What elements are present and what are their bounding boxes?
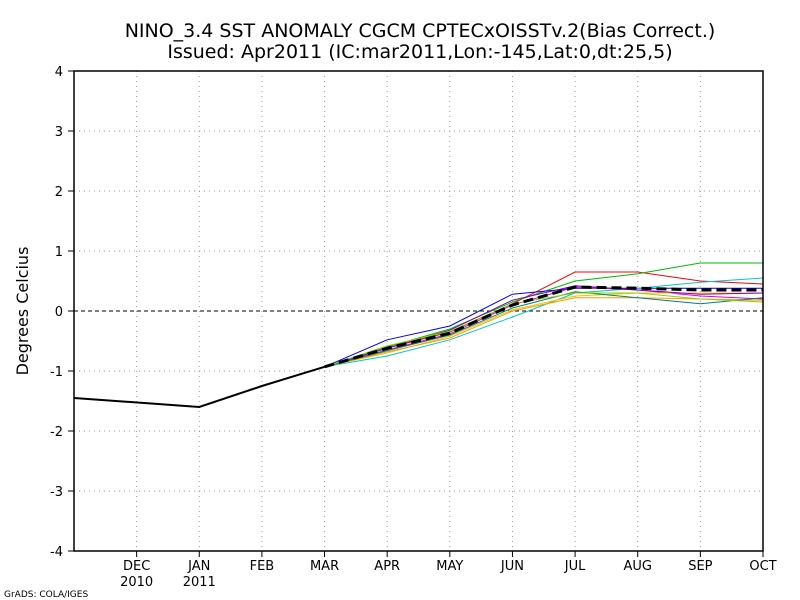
x-tick-label: JUL [564, 559, 586, 574]
x-tick-label: JUN [500, 559, 524, 574]
y-axis-ticks: -4 -3 -2 -1 0 1 2 3 4 [50, 65, 74, 560]
y-axis-label: Degrees Celcius [13, 247, 32, 376]
y-tick-label: -1 [50, 365, 63, 380]
series-line-member-lime [324, 292, 764, 368]
series-line-ensemble-mean [324, 285, 763, 369]
x-tick-label: APR [374, 559, 400, 574]
y-tick-label: 1 [55, 245, 63, 260]
y-tick-label: 2 [55, 185, 63, 200]
x-tick-label: SEP [688, 559, 712, 574]
y-tick-label: 3 [55, 125, 63, 140]
grads-credit: GrADS: COLA/IGES [4, 590, 88, 600]
x-tick-label: FEB [250, 559, 275, 574]
series-line-member-cyan [324, 277, 764, 368]
x-tick-label: OCT [749, 559, 776, 574]
y-tick-label: -3 [50, 485, 63, 500]
y-tick-label: 4 [55, 65, 63, 80]
y-tick-label: -2 [50, 425, 63, 440]
series-line-observed [73, 365, 325, 409]
x-tick-label: JAN [187, 559, 210, 574]
x-tick-label: MAY [436, 559, 463, 574]
y-tick-label: -4 [50, 545, 63, 560]
series-line-member-orange [324, 297, 764, 368]
series-group [73, 262, 764, 409]
x-tick-label: MAR [310, 559, 339, 574]
y-tick-label: 0 [55, 305, 63, 320]
chart-title-line1: NINO_3.4 SST ANOMALY CGCM CPTECxOISSTv.2… [125, 20, 716, 42]
x-tick-label: DEC [123, 559, 150, 574]
x-tick-label: AUG [623, 559, 651, 574]
x-tick-sublabel: 2011 [183, 575, 216, 590]
chart-title-line2: Issued: Apr2011 (IC:mar2011,Lon:-145,Lat… [167, 41, 672, 63]
x-tick-sublabel: 2010 [120, 575, 153, 590]
series-line-member-teal [324, 291, 764, 368]
